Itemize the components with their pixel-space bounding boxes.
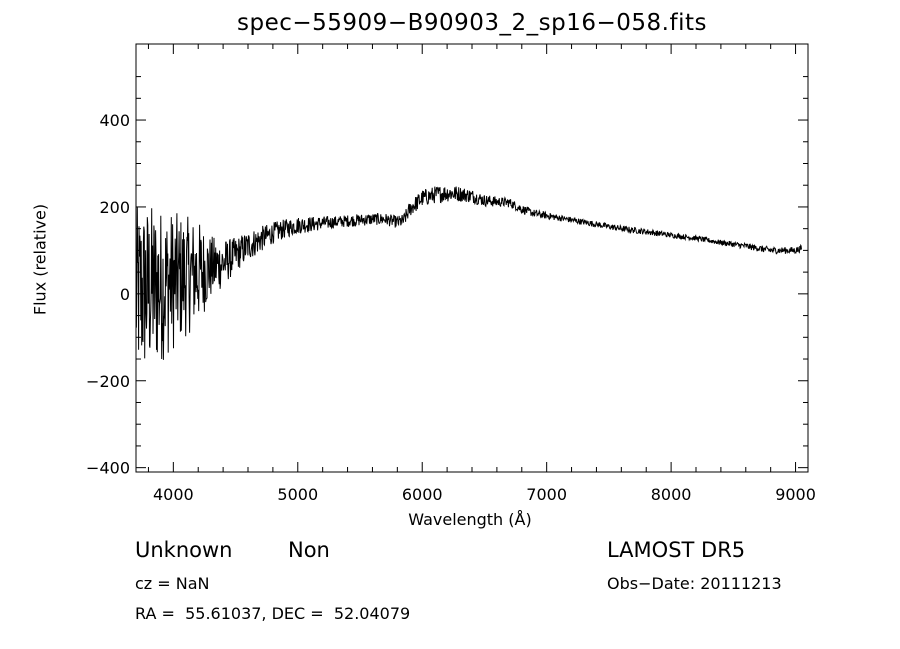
x-tick-label: 7000 [526, 485, 567, 504]
y-tick-label: 0 [120, 285, 130, 304]
subclass-label: Non [288, 538, 330, 562]
class-label: Unknown [135, 538, 233, 562]
spectrum-line [135, 186, 802, 360]
x-tick-label: 9000 [775, 485, 816, 504]
y-tick-label: −200 [86, 372, 130, 391]
survey-label: LAMOST DR5 [607, 538, 746, 562]
obs-date-label: Obs−Date: 20111213 [607, 574, 782, 593]
cz-label: cz = NaN [135, 574, 210, 593]
x-tick-label: 8000 [651, 485, 692, 504]
y-tick-label: 400 [99, 111, 130, 130]
coords-label: RA = 55.61037, DEC = 52.04079 [135, 604, 411, 623]
plot-frame [135, 43, 809, 473]
x-tick-label: 4000 [153, 485, 194, 504]
x-axis-label: Wavelength (Å) [408, 510, 532, 529]
y-tick-label: 200 [99, 198, 130, 217]
x-ticks: 4000 5000 6000 7000 8000 9000 [147, 44, 816, 504]
y-ticks: 400 200 0 −200 −400 [86, 76, 808, 478]
y-tick-label: −400 [86, 459, 130, 478]
x-tick-label: 5000 [277, 485, 318, 504]
chart-title: spec−55909−B90903_2_sp16−058.fits [237, 10, 707, 36]
y-axis-label: Flux (relative) [30, 203, 50, 316]
x-tick-label: 6000 [402, 485, 443, 504]
